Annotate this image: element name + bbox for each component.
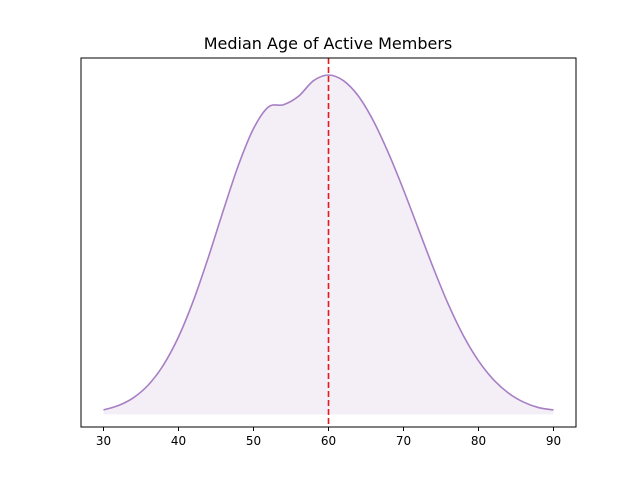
x-tick-label: 90: [546, 434, 561, 448]
plot-area: [80, 57, 577, 428]
x-tick-label: 40: [171, 434, 186, 448]
x-tick-label: 30: [96, 434, 111, 448]
x-tick-label: 50: [246, 434, 261, 448]
density-curve: [103, 74, 554, 411]
x-tick-label: 80: [471, 434, 486, 448]
x-tick-label: 60: [321, 434, 336, 448]
x-axis: 30 40 50 60 70 80 90: [96, 427, 561, 448]
x-tick-label: 70: [396, 434, 411, 448]
chart-title: Median Age of Active Members: [204, 34, 453, 53]
density-fill: [103, 75, 554, 415]
